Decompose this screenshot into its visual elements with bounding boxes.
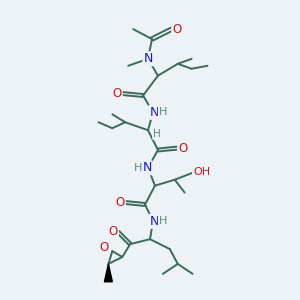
Text: N: N	[149, 215, 159, 228]
Polygon shape	[104, 264, 112, 282]
Text: H: H	[153, 129, 161, 139]
Text: O: O	[100, 241, 109, 254]
Text: O: O	[109, 225, 118, 238]
Text: OH: OH	[193, 167, 210, 177]
Text: H: H	[159, 216, 167, 226]
Text: O: O	[178, 142, 187, 154]
Text: O: O	[113, 87, 122, 100]
Text: H: H	[159, 107, 167, 117]
Text: O: O	[116, 196, 125, 209]
Text: N: N	[142, 161, 152, 174]
Text: H: H	[134, 163, 142, 173]
Text: N: N	[143, 52, 153, 65]
Text: N: N	[149, 106, 159, 119]
Text: O: O	[172, 22, 182, 36]
